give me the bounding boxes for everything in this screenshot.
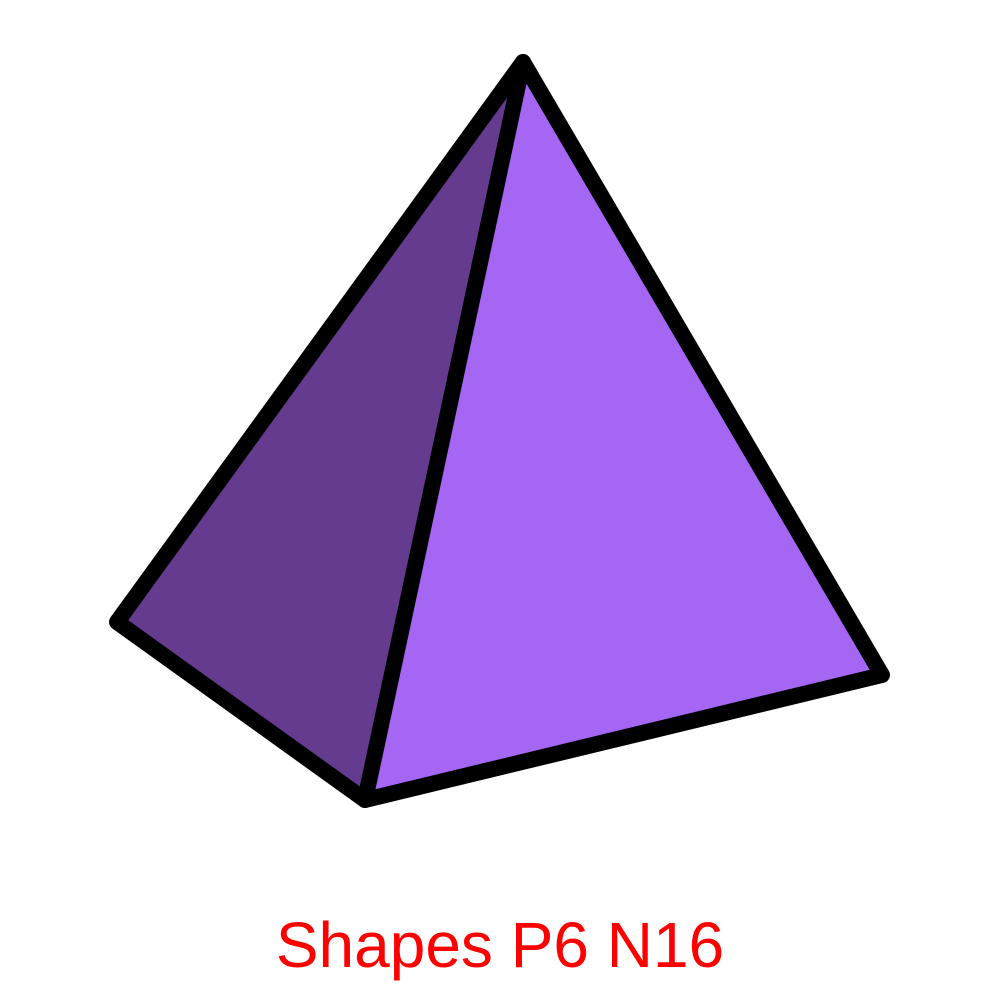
pyramid-right-face	[365, 62, 882, 800]
pyramid-edges	[109, 54, 890, 808]
figure-caption: Shapes P6 N16	[275, 909, 725, 981]
pyramid-front-edge	[357, 54, 531, 808]
pyramid-left-face	[117, 62, 523, 800]
